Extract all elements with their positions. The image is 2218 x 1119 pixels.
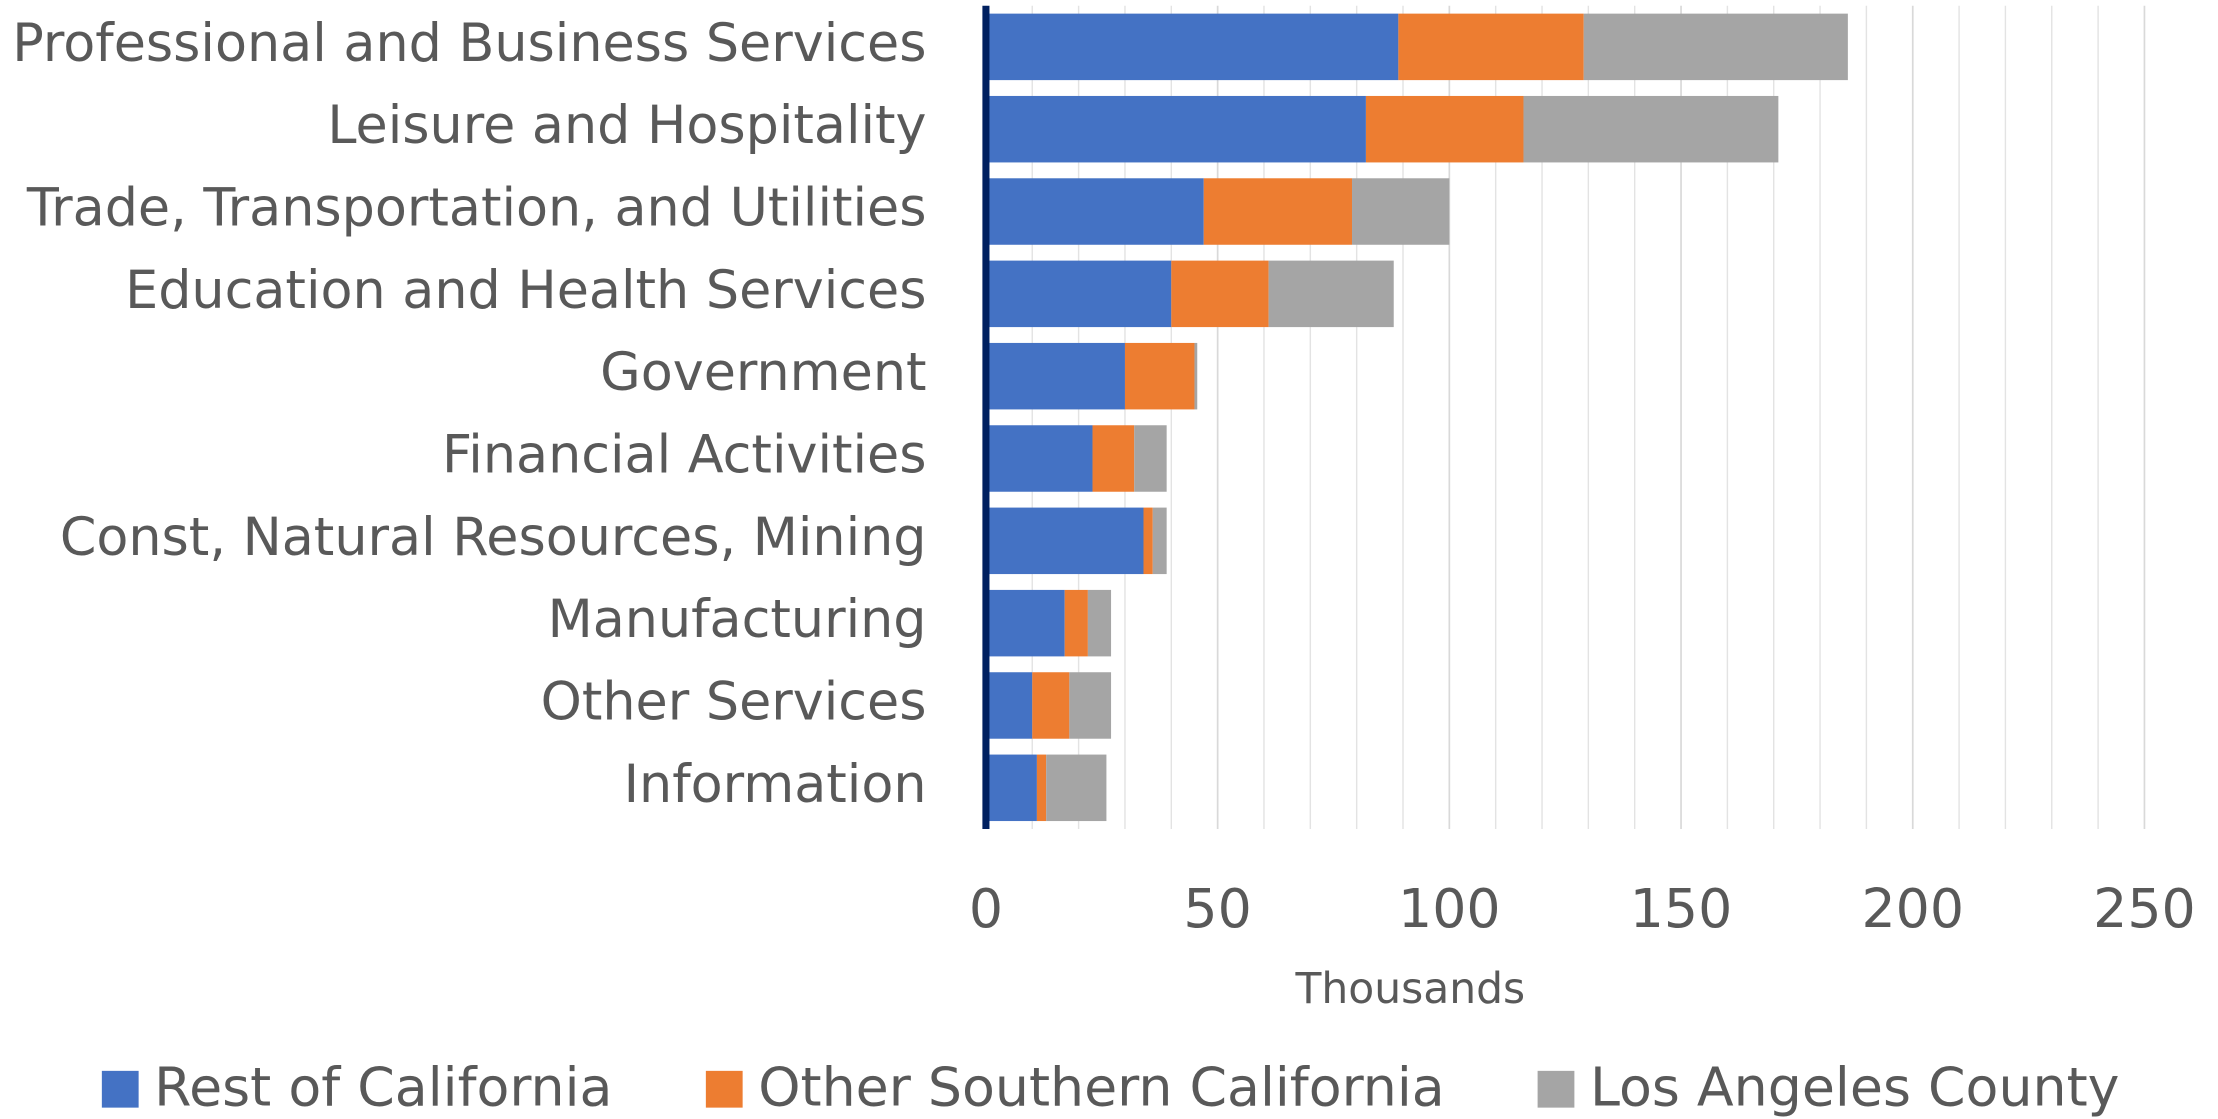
- y-tick-label: Financial Activities: [442, 425, 926, 486]
- legend-label: Los Angeles County: [1590, 1055, 2120, 1118]
- legend-swatch: [101, 1070, 139, 1108]
- bar-segment: [1203, 178, 1353, 245]
- bar-segment: [985, 589, 1065, 657]
- legend-label: Rest of California: [154, 1055, 612, 1118]
- bar-segment: [1087, 589, 1112, 657]
- y-tick-label: Const, Natural Resources, Mining: [60, 507, 927, 568]
- y-tick-label: Government: [600, 342, 926, 403]
- bar-segment: [985, 507, 1144, 575]
- bar-segment: [1143, 507, 1153, 575]
- bar-segment: [985, 425, 1093, 492]
- x-tick-label: 250: [2093, 877, 2196, 940]
- y-tick-label: Manufacturing: [548, 589, 927, 650]
- bar-segment: [1069, 672, 1112, 739]
- y-tick-label: Trade, Transportation, and Utilities: [26, 178, 927, 239]
- x-tick-label: 0: [969, 877, 1003, 940]
- x-tick-label: 50: [1183, 877, 1251, 940]
- x-tick-label: 200: [1861, 877, 1964, 940]
- y-tick-label: Information: [624, 754, 927, 815]
- bar-segment: [1523, 95, 1779, 163]
- bar-segment: [1171, 260, 1269, 328]
- bar-segment: [985, 672, 1033, 739]
- bar-segment: [1398, 13, 1584, 81]
- bar-segment: [1194, 342, 1198, 410]
- bar-segment: [1032, 672, 1070, 739]
- bar-segment: [985, 95, 1366, 163]
- y-tick-label: Professional and Business Services: [12, 13, 926, 74]
- bar-segment: [1365, 95, 1524, 163]
- bar-segment: [985, 342, 1125, 410]
- bar-segment: [1134, 425, 1167, 492]
- bar-segment: [1046, 754, 1107, 822]
- y-tick-label: Education and Health Services: [125, 260, 926, 321]
- bar-segment: [1124, 342, 1195, 410]
- y-tick-label: Leisure and Hospitality: [327, 95, 926, 156]
- x-tick-label: 150: [1630, 877, 1733, 940]
- bar-segment: [1064, 589, 1088, 657]
- bar-segment: [985, 260, 1172, 328]
- bar-segment: [1352, 178, 1450, 245]
- x-axis-label: Thousands: [1294, 965, 1525, 1014]
- bar-segment: [1092, 425, 1135, 492]
- x-tick-label: 100: [1398, 877, 1501, 940]
- bar-segment: [985, 754, 1037, 822]
- bar-segment: [1268, 260, 1394, 328]
- bar-segment: [985, 178, 1204, 245]
- bar-segment: [985, 13, 1399, 81]
- bar-segment: [1583, 13, 1848, 81]
- y-tick-label: Other Services: [541, 671, 927, 732]
- legend-label: Other Southern California: [758, 1055, 1445, 1118]
- bar-segment: [1152, 507, 1167, 575]
- legend-swatch: [705, 1070, 743, 1108]
- bar-segment: [1036, 754, 1047, 822]
- legend-swatch: [1537, 1070, 1575, 1108]
